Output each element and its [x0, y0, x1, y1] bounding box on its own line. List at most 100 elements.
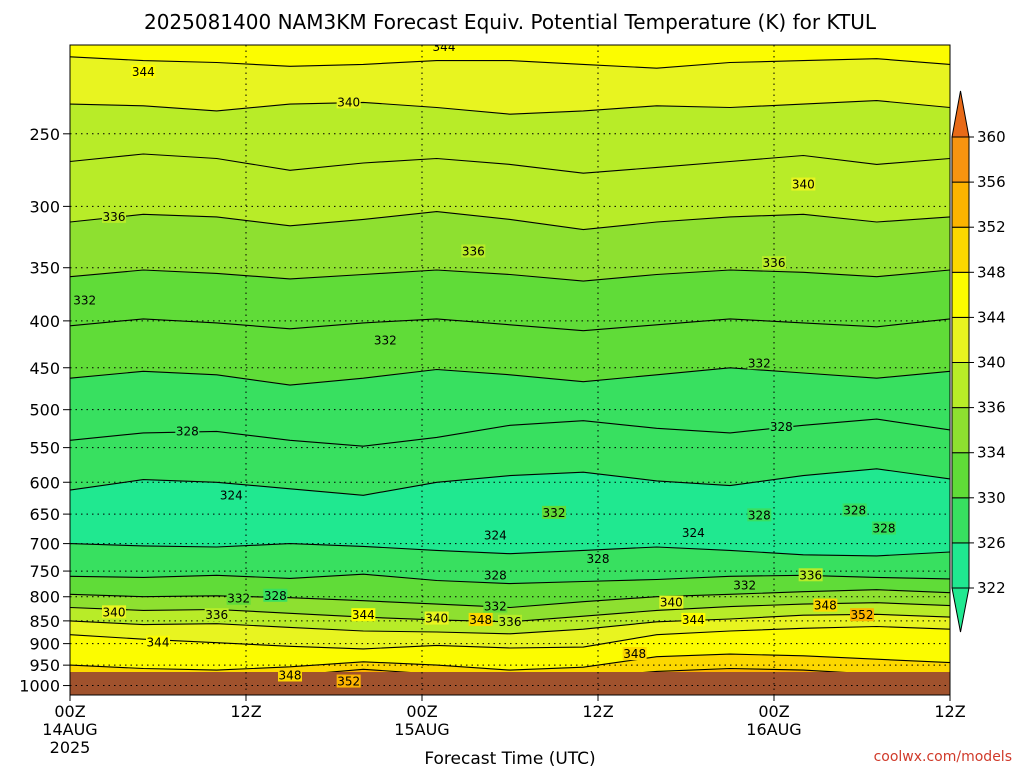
band-328: [70, 574, 950, 608]
chart-title: 2025081400 NAM3KM Forecast Equiv. Potent…: [144, 10, 877, 34]
contour-label: 344: [147, 636, 170, 650]
contour-label: 332: [543, 506, 566, 520]
colorbar-segment-348: [951, 226, 970, 273]
contour-label-bg: [498, 614, 522, 628]
isotherm-332: [70, 318, 950, 332]
isotherm-326: [70, 468, 950, 496]
colorbar-label: 336: [977, 399, 1006, 417]
contour-labels: 344 344 340 340 336 336 336 332 332 332 328 328 324 3…: [72, 40, 896, 689]
contour-label-bg: [622, 647, 647, 661]
ground-surface: [70, 672, 950, 695]
contour-label: 324: [682, 526, 705, 540]
colorbar: 322 326 330 334 336 340 344 348 352 356 360: [951, 90, 1006, 633]
contour-label-bg: [747, 356, 772, 370]
isotherm-344: [70, 56, 950, 69]
contour-label-bg: [468, 612, 493, 626]
isotherm-344: [70, 625, 950, 650]
contour-label-bg: [461, 244, 486, 258]
contour-label-bg: [681, 526, 706, 540]
x-tick-label: 00Z: [54, 702, 85, 721]
contour-label-bg: [747, 508, 772, 522]
contour-label: 328: [176, 424, 199, 438]
isotherm-338: [70, 153, 950, 174]
contour-label-bg: [432, 45, 456, 53]
contour-label: 344: [352, 608, 375, 622]
y-tick-label: 600: [29, 473, 60, 492]
contour-label-bg: [146, 635, 170, 649]
contour-label-bg: [424, 611, 449, 625]
contour-label: 336: [799, 568, 822, 582]
contour-label: 328: [484, 568, 507, 582]
contour-label: 332: [73, 293, 96, 307]
x-tick-date: 16AUG: [746, 720, 801, 739]
colorbar-label: 322: [977, 579, 1006, 597]
contour-label-bg: [336, 95, 361, 109]
x-tick-label: 12Z: [582, 702, 613, 721]
contour-label: 352: [337, 675, 360, 689]
y-tick-label: 800: [29, 588, 60, 607]
colorbar-label: 356: [977, 173, 1006, 191]
colorbar-segment-334: [951, 407, 970, 454]
contour-label-bg: [872, 521, 896, 535]
colorbar-segment-336: [951, 362, 970, 409]
contour-label: 340: [337, 95, 360, 109]
colorbar-label: 360: [977, 128, 1006, 146]
contour-label-bg: [659, 595, 684, 609]
band-328: [70, 419, 950, 496]
y-tick-label: 750: [29, 562, 60, 581]
band-336: [70, 602, 950, 634]
isotherm-336: [70, 211, 950, 231]
colorbar-segment-356: [951, 136, 970, 183]
contour-label-bg: [762, 256, 786, 270]
contour-label: 332: [227, 592, 250, 606]
colorbar-label: 348: [977, 263, 1006, 281]
band-330: [70, 367, 950, 447]
band-338: [70, 154, 950, 230]
contour-label-bg: [72, 293, 97, 307]
contour-label-bg: [351, 608, 376, 622]
y-tick-label: 1000: [19, 677, 60, 696]
contour-label-bg: [798, 568, 823, 582]
isotherm-332: [70, 589, 950, 609]
contour-label: 336: [499, 615, 522, 629]
y-tick-label: 250: [29, 125, 60, 144]
colorbar-label: 344: [977, 308, 1006, 326]
isotherm-328: [70, 418, 950, 447]
colorbar-segment-340: [951, 316, 970, 363]
isotherm-lines: [70, 56, 950, 683]
y-tick-label: 850: [29, 612, 60, 631]
contour-label: 328: [843, 503, 866, 517]
contour-label: 340: [792, 178, 815, 192]
contour-label: 344: [132, 65, 155, 79]
contour-label: 324: [220, 488, 243, 502]
colorbar-label: 334: [977, 444, 1006, 462]
contour-label-bg: [586, 552, 610, 566]
isotherm-334: [70, 269, 950, 282]
x-tick-label: 00Z: [758, 702, 789, 721]
color-bands: [70, 45, 950, 695]
band-336: [70, 211, 950, 282]
y-tick-label: 450: [29, 359, 60, 378]
y-tick-label: 350: [29, 259, 60, 278]
plot-area: 344 344 340 340 336 336 336 332 332 332 328 328 324 3…: [70, 40, 950, 695]
y-tick-label: 300: [29, 197, 60, 216]
contour-label-bg: [373, 333, 398, 347]
contour-label: 336: [462, 244, 485, 258]
isotherm-340: [70, 613, 950, 635]
contour-label: 348: [814, 599, 837, 613]
band-340: [70, 100, 950, 174]
contour-label: 328: [587, 552, 610, 566]
colorbar-segment-322: [951, 542, 970, 589]
y-tick-label: 550: [29, 439, 60, 458]
y-tick-label: 900: [29, 635, 60, 654]
plot-frame: [69, 44, 951, 696]
contour-label-bg: [175, 424, 200, 438]
x-tick-label: 00Z: [406, 702, 437, 721]
contour-label: 344: [433, 40, 456, 54]
x-tick-date: 15AUG: [394, 720, 449, 739]
contour-label-bg: [542, 505, 566, 519]
colorbar-label: 340: [977, 354, 1006, 372]
contour-label: 340: [660, 596, 683, 610]
x-tick-date: 14AUG: [42, 720, 97, 739]
contour-label: 332: [748, 356, 771, 370]
